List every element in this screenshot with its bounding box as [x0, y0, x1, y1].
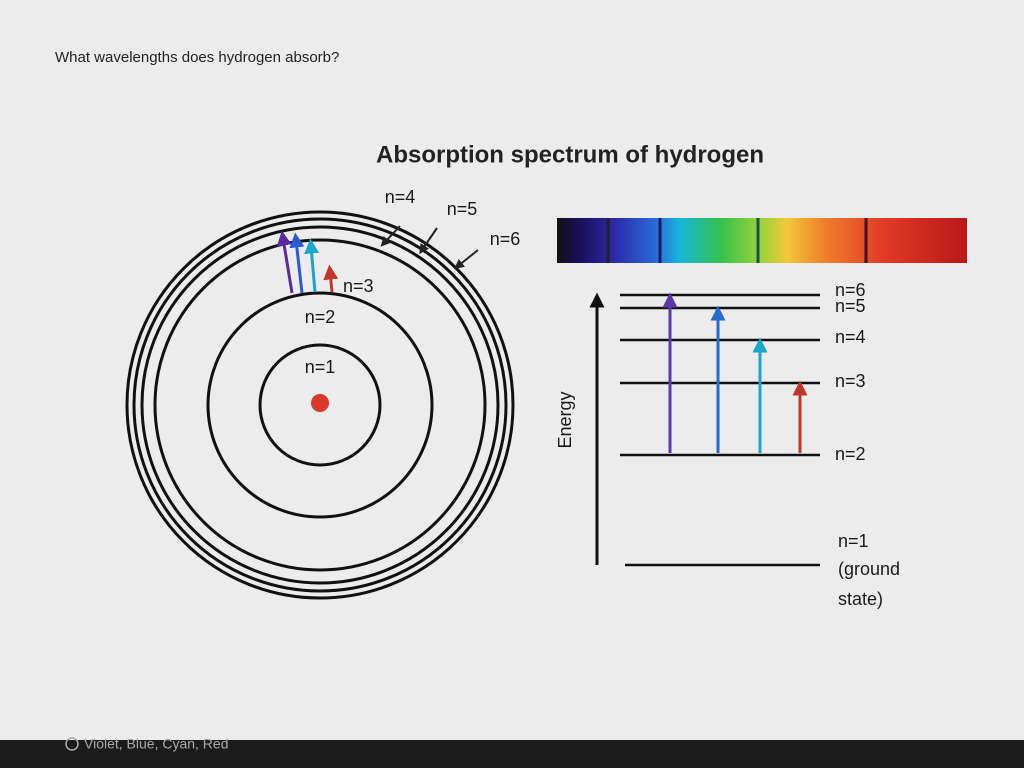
level-label: n=5: [835, 296, 866, 316]
screen-bg: [0, 0, 1024, 740]
ground-state-note: state): [838, 589, 883, 609]
level-label: n=4: [835, 327, 866, 347]
atom-label: n=1: [305, 357, 336, 377]
spectrum: [557, 218, 967, 263]
atom-label: n=6: [490, 229, 521, 249]
ground-state-note: (ground: [838, 559, 900, 579]
atom-label: n=5: [447, 199, 478, 219]
atom-label: n=4: [385, 187, 416, 207]
question: What wavelengths does hydrogen absorb?: [55, 49, 339, 66]
figure-title: Absorption spectrum of hydrogen: [376, 141, 764, 168]
energy-axis-label: Energy: [555, 391, 575, 448]
energy-diagram: [589, 292, 820, 567]
answer-option[interactable]: Violet, Blue, Cyan, Red: [84, 736, 229, 752]
atom-label: n=2: [305, 307, 336, 327]
level-label: n=1: [838, 531, 869, 551]
bezel: [0, 740, 1024, 768]
level-label: n=3: [835, 371, 866, 391]
level-label: n=6: [835, 280, 866, 300]
radio-button[interactable]: [65, 737, 79, 751]
atom-label: n=3: [343, 276, 374, 296]
atom-diagram: [125, 210, 515, 600]
level-label: n=2: [835, 444, 866, 464]
